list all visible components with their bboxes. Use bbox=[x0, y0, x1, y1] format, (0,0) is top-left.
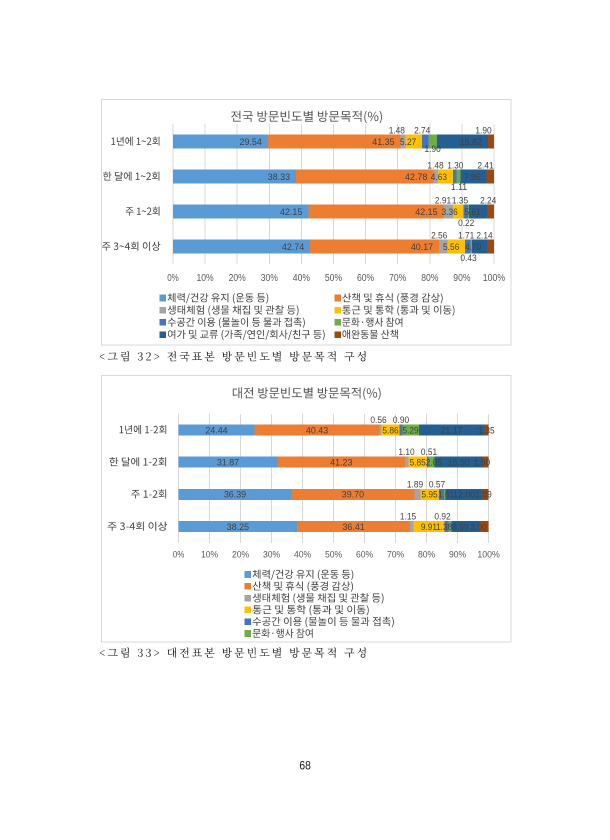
svg-text:15.50: 15.50 bbox=[448, 457, 470, 468]
svg-text:5.61: 5.61 bbox=[465, 206, 481, 217]
svg-text:9.91: 9.91 bbox=[421, 521, 437, 532]
svg-text:38.33: 38.33 bbox=[268, 171, 290, 182]
svg-text:31.87: 31.87 bbox=[217, 457, 239, 468]
svg-text:1.10: 1.10 bbox=[398, 446, 414, 457]
svg-text:29.54: 29.54 bbox=[240, 136, 262, 147]
svg-text:2.91: 2.91 bbox=[435, 195, 451, 206]
svg-text:0.51: 0.51 bbox=[421, 446, 437, 457]
svg-text:1.48: 1.48 bbox=[427, 160, 443, 171]
svg-text:60%: 60% bbox=[357, 273, 374, 284]
svg-text:2.74: 2.74 bbox=[414, 125, 430, 136]
svg-text:5.56: 5.56 bbox=[443, 241, 459, 252]
svg-text:2.41: 2.41 bbox=[477, 160, 493, 171]
svg-text:5.27: 5.27 bbox=[400, 136, 416, 147]
svg-text:41.35: 41.35 bbox=[372, 136, 394, 147]
svg-text:0.22: 0.22 bbox=[458, 217, 474, 228]
svg-text:5.85: 5.85 bbox=[410, 457, 426, 468]
svg-text:36.41: 36.41 bbox=[342, 521, 364, 532]
svg-text:0%: 0% bbox=[167, 273, 179, 284]
svg-text:0.57: 0.57 bbox=[429, 478, 445, 489]
svg-text:38.25: 38.25 bbox=[227, 521, 249, 532]
svg-text:100%: 100% bbox=[483, 273, 506, 284]
svg-text:1.90: 1.90 bbox=[475, 125, 491, 136]
svg-text:2.05: 2.05 bbox=[426, 457, 442, 468]
svg-text:15.82: 15.82 bbox=[460, 136, 482, 147]
svg-text:0.56: 0.56 bbox=[370, 414, 386, 425]
svg-text:50%: 50% bbox=[325, 549, 342, 559]
svg-text:3.36: 3.36 bbox=[442, 206, 458, 217]
svg-text:42.78: 42.78 bbox=[405, 171, 427, 182]
svg-text:68: 68 bbox=[299, 758, 311, 772]
svg-text:80%: 80% bbox=[418, 549, 435, 559]
svg-text:1.89: 1.89 bbox=[407, 478, 423, 489]
svg-text:4.63: 4.63 bbox=[431, 171, 447, 182]
svg-text:100%: 100% bbox=[477, 549, 499, 559]
svg-text:12.00: 12.00 bbox=[453, 489, 475, 500]
svg-text:40.43: 40.43 bbox=[306, 424, 328, 435]
svg-text:90%: 90% bbox=[449, 549, 466, 559]
svg-text:10%: 10% bbox=[201, 549, 218, 559]
svg-text:1.89: 1.89 bbox=[476, 489, 492, 500]
svg-text:20%: 20% bbox=[232, 549, 249, 559]
svg-text:2.14: 2.14 bbox=[476, 230, 492, 241]
svg-text:3.00: 3.00 bbox=[470, 521, 486, 532]
svg-text:70%: 70% bbox=[389, 273, 406, 284]
svg-text:40.17: 40.17 bbox=[411, 241, 433, 252]
svg-text:42.74: 42.74 bbox=[282, 241, 304, 252]
svg-text:4.70: 4.70 bbox=[465, 241, 481, 252]
svg-text:42.15: 42.15 bbox=[280, 206, 302, 217]
svg-text:0.92: 0.92 bbox=[434, 511, 450, 522]
svg-text:5.86: 5.86 bbox=[382, 424, 398, 435]
svg-text:30%: 30% bbox=[261, 273, 278, 284]
svg-text:0.43: 0.43 bbox=[460, 252, 476, 263]
svg-text:80%: 80% bbox=[421, 273, 438, 284]
svg-text:42.15: 42.15 bbox=[415, 206, 437, 217]
svg-text:1.30: 1.30 bbox=[447, 160, 463, 171]
svg-text:1.61: 1.61 bbox=[438, 489, 454, 500]
svg-text:1.15: 1.15 bbox=[400, 511, 416, 522]
svg-text:1.35: 1.35 bbox=[478, 424, 494, 435]
svg-text:8.99: 8.99 bbox=[452, 521, 468, 532]
svg-text:70%: 70% bbox=[387, 549, 404, 559]
svg-text:10%: 10% bbox=[197, 273, 214, 284]
svg-text:5.95: 5.95 bbox=[421, 489, 437, 500]
svg-text:39.70: 39.70 bbox=[342, 489, 364, 500]
svg-text:0%: 0% bbox=[173, 549, 185, 559]
svg-text:0.90: 0.90 bbox=[393, 414, 409, 425]
svg-text:1.35: 1.35 bbox=[452, 195, 468, 206]
svg-text:2.56: 2.56 bbox=[431, 230, 447, 241]
svg-text:30%: 30% bbox=[263, 549, 280, 559]
svg-text:2.24: 2.24 bbox=[480, 195, 496, 206]
svg-text:5.29: 5.29 bbox=[402, 424, 418, 435]
svg-text:60%: 60% bbox=[356, 549, 373, 559]
svg-text:1.71: 1.71 bbox=[458, 230, 474, 241]
svg-text:40%: 40% bbox=[293, 273, 310, 284]
svg-text:1.90: 1.90 bbox=[425, 143, 441, 154]
svg-text:36.39: 36.39 bbox=[224, 489, 246, 500]
svg-text:1.11: 1.11 bbox=[451, 181, 467, 192]
svg-text:1.38: 1.38 bbox=[436, 521, 452, 532]
svg-text:21.17: 21.17 bbox=[440, 424, 462, 435]
svg-text:90%: 90% bbox=[453, 273, 470, 284]
svg-text:1.48: 1.48 bbox=[389, 125, 405, 136]
svg-text:24.44: 24.44 bbox=[205, 424, 227, 435]
svg-text:7.96: 7.96 bbox=[464, 171, 480, 182]
svg-text:20%: 20% bbox=[229, 273, 246, 284]
svg-text:1.90: 1.90 bbox=[474, 457, 490, 468]
svg-text:41.23: 41.23 bbox=[330, 457, 352, 468]
svg-text:50%: 50% bbox=[325, 273, 342, 284]
svg-text:40%: 40% bbox=[294, 549, 311, 559]
